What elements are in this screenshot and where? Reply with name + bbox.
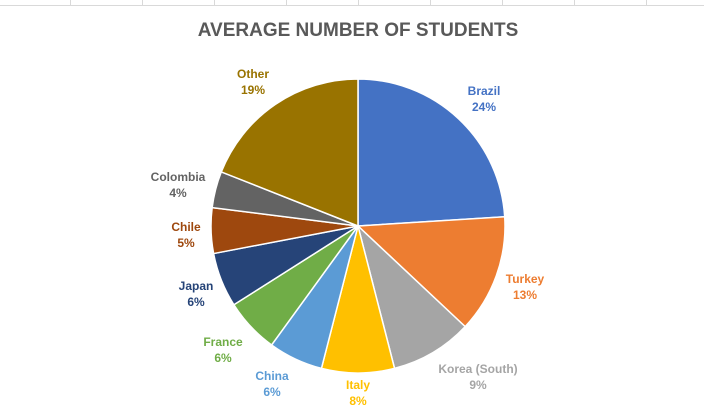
slice-percent-label: 5% bbox=[177, 236, 195, 250]
slice-percent-label: 9% bbox=[469, 378, 487, 392]
slice-category-label: France bbox=[203, 335, 243, 349]
chart-title: AVERAGE NUMBER OF STUDENTS bbox=[198, 20, 519, 41]
slice-percent-label: 24% bbox=[472, 100, 496, 114]
slice-category-label: Turkey bbox=[506, 272, 545, 286]
slice-category-label: Colombia bbox=[151, 170, 206, 184]
slice-percent-label: 13% bbox=[513, 288, 537, 302]
pie-labels: Brazil 24% Turkey 13% Korea (South) 9% Italy 8%… bbox=[151, 67, 545, 408]
slice-category-label: Japan bbox=[179, 279, 214, 293]
slice-category-label: Other bbox=[237, 67, 269, 81]
slice-percent-label: 4% bbox=[169, 186, 187, 200]
pie-slice-brazil bbox=[357, 78, 506, 227]
pie-slice-turkey bbox=[356, 215, 506, 328]
slice-percent-label: 8% bbox=[349, 394, 367, 408]
pie-slice-korea-south bbox=[356, 223, 467, 370]
slice-category-label: Brazil bbox=[468, 84, 501, 98]
slice-percent-label: 19% bbox=[241, 83, 265, 97]
slice-category-label: Italy bbox=[346, 378, 370, 392]
pie-slices bbox=[210, 78, 506, 374]
slice-percent-label: 6% bbox=[187, 295, 205, 309]
slice-category-label: Chile bbox=[171, 220, 201, 234]
pie-slice-other bbox=[220, 78, 359, 228]
slice-percent-label: 6% bbox=[263, 385, 281, 399]
slice-category-label: Korea (South) bbox=[438, 362, 517, 376]
slice-percent-label: 6% bbox=[214, 351, 232, 365]
slice-category-label: China bbox=[255, 369, 289, 383]
spreadsheet-gridlines bbox=[0, 0, 704, 6]
